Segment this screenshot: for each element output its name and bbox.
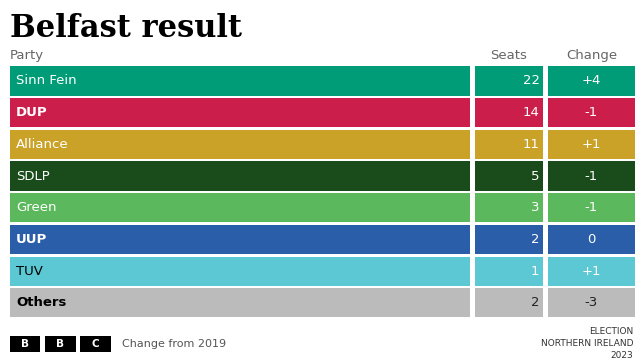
Text: Green: Green <box>16 201 56 214</box>
FancyBboxPatch shape <box>475 161 543 190</box>
FancyBboxPatch shape <box>475 130 543 159</box>
Text: 14: 14 <box>523 106 540 119</box>
FancyBboxPatch shape <box>548 98 635 127</box>
Text: 1: 1 <box>531 265 540 278</box>
Text: Alliance: Alliance <box>16 138 68 151</box>
Text: -3: -3 <box>585 296 598 309</box>
FancyBboxPatch shape <box>10 161 470 190</box>
Text: 5: 5 <box>531 170 540 183</box>
Text: 0: 0 <box>587 233 596 246</box>
Text: Seats: Seats <box>490 49 527 62</box>
FancyBboxPatch shape <box>10 336 40 352</box>
Text: 11: 11 <box>522 138 540 151</box>
Text: -1: -1 <box>585 106 598 119</box>
Text: -1: -1 <box>585 170 598 183</box>
Text: Party: Party <box>10 49 44 62</box>
FancyBboxPatch shape <box>548 288 635 318</box>
Text: TUV: TUV <box>16 265 43 278</box>
FancyBboxPatch shape <box>10 193 470 222</box>
FancyBboxPatch shape <box>475 66 543 95</box>
FancyBboxPatch shape <box>548 130 635 159</box>
Text: C: C <box>92 339 99 349</box>
FancyBboxPatch shape <box>10 225 470 254</box>
FancyBboxPatch shape <box>475 288 543 318</box>
FancyBboxPatch shape <box>548 161 635 190</box>
FancyBboxPatch shape <box>10 66 470 95</box>
FancyBboxPatch shape <box>475 193 543 222</box>
Text: 22: 22 <box>522 75 540 87</box>
FancyBboxPatch shape <box>45 336 76 352</box>
FancyBboxPatch shape <box>475 98 543 127</box>
Text: UUP: UUP <box>16 233 47 246</box>
Text: ELECTION
NORTHERN IRELAND
2023: ELECTION NORTHERN IRELAND 2023 <box>541 328 634 360</box>
Text: Belfast result: Belfast result <box>10 13 242 44</box>
FancyBboxPatch shape <box>10 256 470 286</box>
Text: +1: +1 <box>582 265 601 278</box>
FancyBboxPatch shape <box>548 225 635 254</box>
FancyBboxPatch shape <box>475 256 543 286</box>
Text: -1: -1 <box>585 201 598 214</box>
FancyBboxPatch shape <box>10 98 470 127</box>
Text: 2: 2 <box>531 296 540 309</box>
FancyBboxPatch shape <box>548 256 635 286</box>
Text: B: B <box>21 339 29 349</box>
FancyBboxPatch shape <box>475 225 543 254</box>
Text: 3: 3 <box>531 201 540 214</box>
FancyBboxPatch shape <box>548 193 635 222</box>
Text: DUP: DUP <box>16 106 47 119</box>
FancyBboxPatch shape <box>10 130 470 159</box>
FancyBboxPatch shape <box>80 336 111 352</box>
Text: 2: 2 <box>531 233 540 246</box>
Text: Change: Change <box>566 49 617 62</box>
Text: +4: +4 <box>582 75 601 87</box>
FancyBboxPatch shape <box>10 288 470 318</box>
Text: SDLP: SDLP <box>16 170 50 183</box>
Text: +1: +1 <box>582 138 601 151</box>
Text: Change from 2019: Change from 2019 <box>122 339 226 349</box>
FancyBboxPatch shape <box>548 66 635 95</box>
Text: Others: Others <box>16 296 67 309</box>
Text: Sinn Fein: Sinn Fein <box>16 75 77 87</box>
Text: B: B <box>56 339 64 349</box>
